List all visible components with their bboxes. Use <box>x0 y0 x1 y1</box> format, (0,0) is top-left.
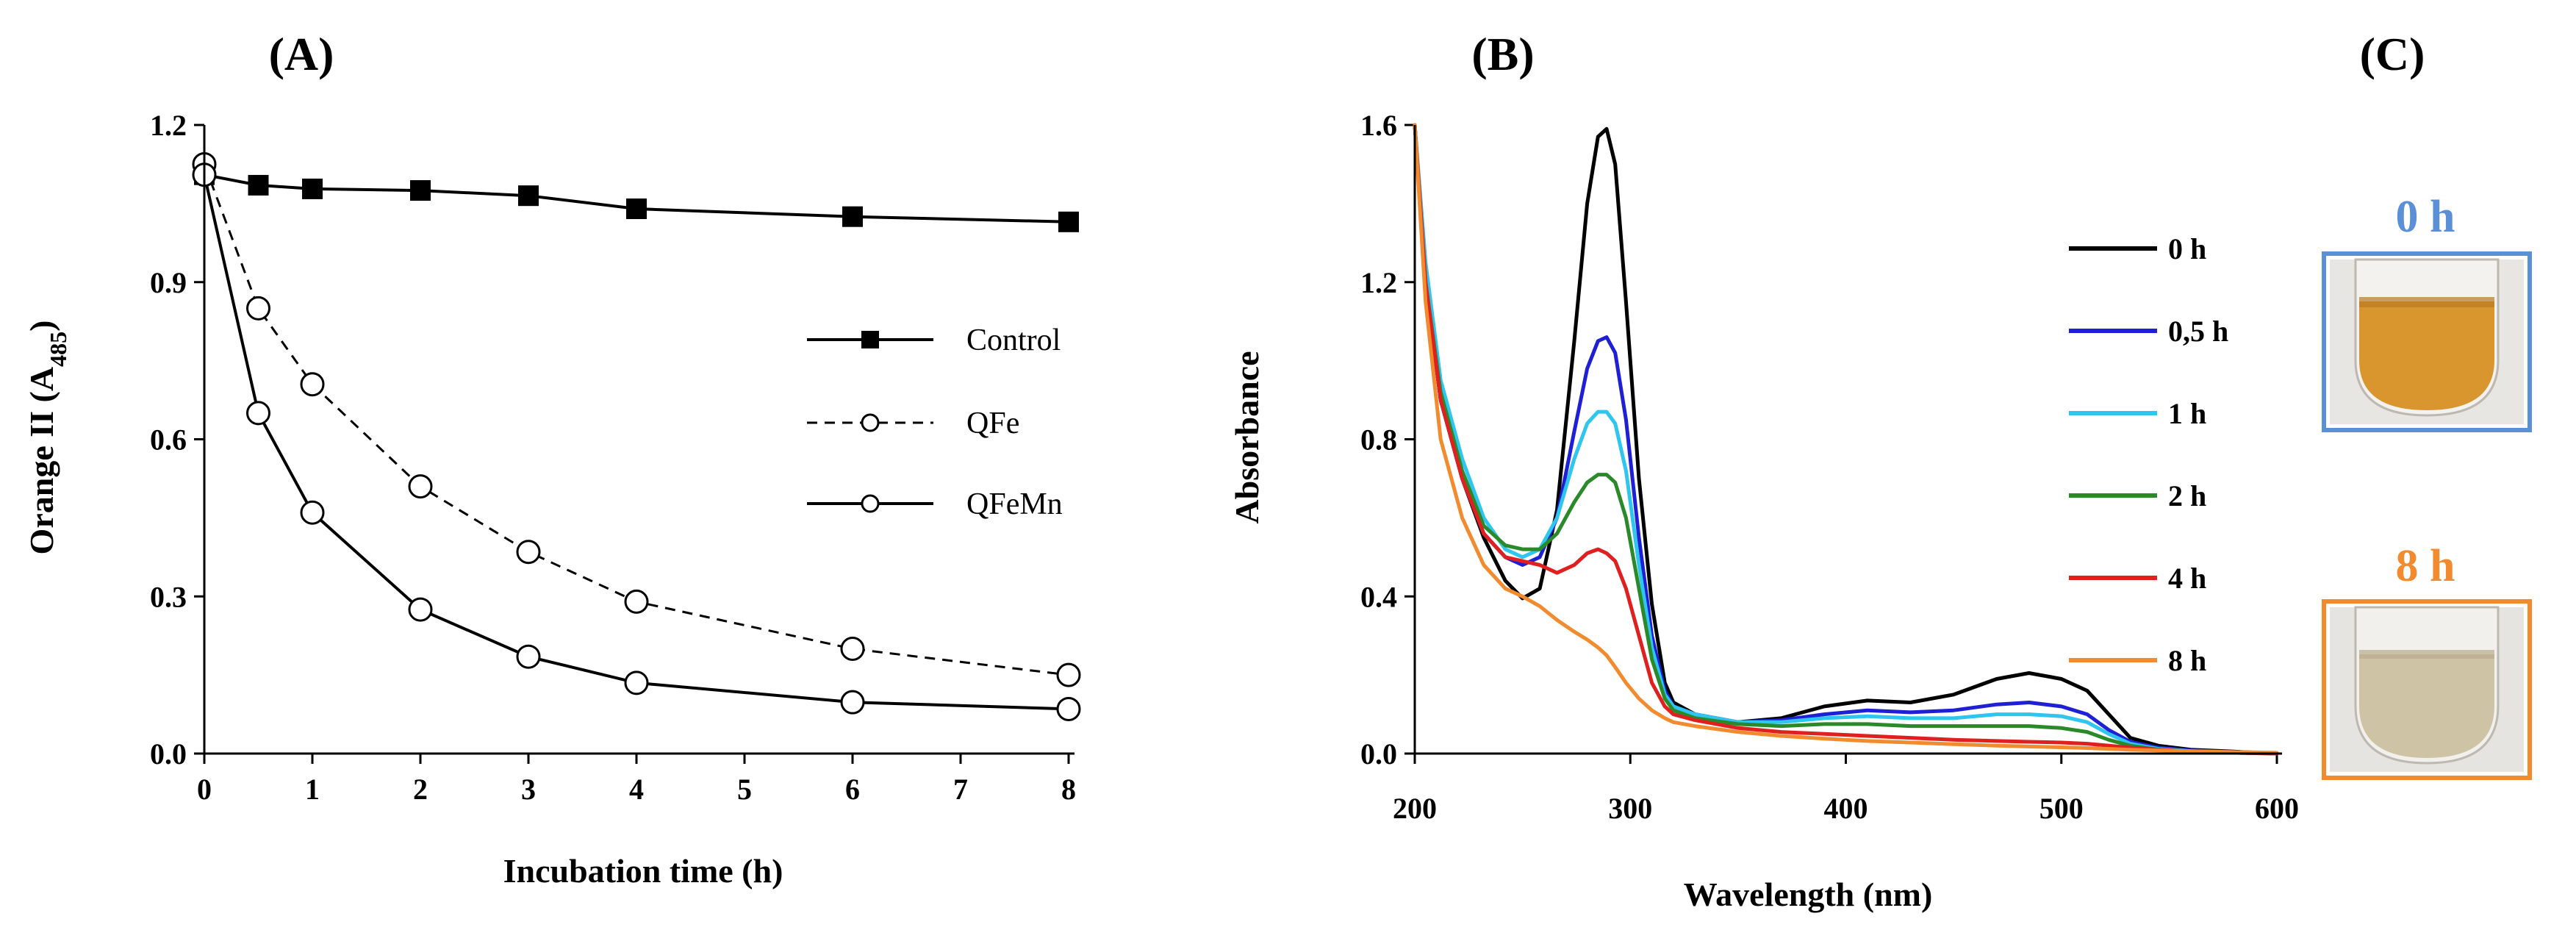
legend-label: 4 h <box>2168 562 2206 595</box>
series-qfemn-point <box>624 670 649 695</box>
panel-b-y-tick-label: 1.6 <box>1360 109 1397 142</box>
series-qfemn-point <box>516 644 541 669</box>
series-qfe-line <box>203 163 1069 676</box>
series-qfemn-point <box>246 401 270 426</box>
legend-label: 8 h <box>2168 644 2206 677</box>
photo-0h-liquid <box>2359 301 2494 410</box>
panel-c-photos: (C) 0 h 8 h <box>2322 28 2532 780</box>
panel-b-x-tick-label: 200 <box>1393 792 1437 825</box>
panel-a-y-title-main: Orange II (A <box>23 367 60 555</box>
panel-a-y-tick-label: 1.2 <box>150 109 187 142</box>
legend-control-marker <box>861 331 879 348</box>
series-qfe-point <box>408 474 433 499</box>
series-control-point <box>410 180 431 201</box>
series-qfemn-line <box>203 174 1069 711</box>
series-control-point <box>1058 211 1079 232</box>
panel-b-x-axis-title: Wavelength (nm) <box>1684 876 1933 913</box>
panel-b-y-tick-label: 0.0 <box>1360 737 1397 770</box>
legend-label: 0 h <box>2168 232 2206 265</box>
panel-a-x-tick-label: 7 <box>953 773 968 806</box>
panel-a-x-tick-label: 6 <box>845 773 860 806</box>
panel-a-y-axis-title: Orange II (A485) <box>23 321 71 555</box>
panel-c-label: (C) <box>2360 28 2425 80</box>
series-qfe-point <box>1056 662 1081 687</box>
panel-b-y-axis-title: Absorbance <box>1228 351 1266 523</box>
panel-b-x-tick-label: 400 <box>1824 792 1868 825</box>
series-2-h-spectrum <box>1413 123 2279 756</box>
panel-a-y-tick-label: 0.9 <box>150 266 187 299</box>
panel-b-x-tick-label: 500 <box>2039 792 2084 825</box>
panel-b-x-tick-label: 300 <box>1608 792 1652 825</box>
panel-b-y-tick-label: 0.4 <box>1360 580 1397 613</box>
legend-qfemn-marker <box>861 494 880 513</box>
panel-a-ticks: 0.0 0.3 0.6 0.9 1.2 0 1 2 3 4 5 6 7 8 <box>150 109 1076 806</box>
series-qfe-point <box>300 372 325 397</box>
panel-a-x-axis-title: Incubation time (h) <box>503 852 783 890</box>
photo-0h-meniscus <box>2359 297 2494 307</box>
series-control-point <box>248 174 269 196</box>
panel-a-x-tick-label: 2 <box>413 773 428 806</box>
series-qfemn-point <box>300 500 325 525</box>
series-qfe-point <box>840 637 865 661</box>
panel-b-x-tick-label: 600 <box>2255 792 2299 825</box>
panel-a-y-tick-label: 0.0 <box>150 737 187 770</box>
panel-b-y-tick-label: 0.8 <box>1360 423 1397 457</box>
legend-qfemn-label: QFeMn <box>966 487 1063 521</box>
series-control-point <box>842 206 863 227</box>
panel-a-legend: Control QFe QFeMn <box>807 323 1063 521</box>
series-8-h-spectrum <box>1413 123 2279 755</box>
panel-b-legend: 0 h 0,5 h 1 h 2 h 4 h 8 h <box>2069 232 2228 677</box>
series-4-h-spectrum <box>1413 123 2279 756</box>
panel-a-y-title-sub: 485 <box>45 332 71 367</box>
series-control-point <box>626 198 647 219</box>
photo-8h-caption: 8 h <box>2396 541 2455 591</box>
panel-b-y-tick-label: 1.2 <box>1360 266 1397 299</box>
photo-8h-meniscus <box>2359 650 2494 659</box>
series-qfemn-point <box>840 690 865 715</box>
panel-a-x-tick-label: 1 <box>305 773 320 806</box>
panel-a-x-tick-label: 5 <box>737 773 752 806</box>
panel-a-x-tick-label: 3 <box>521 773 536 806</box>
panel-a-y-tick-label: 0.3 <box>150 580 187 613</box>
series-qfe-point <box>516 540 541 565</box>
panel-a-y-title-close: ) <box>23 321 60 332</box>
legend-qfe-label: QFe <box>966 407 1019 440</box>
series-control-point <box>302 178 323 199</box>
panel-b-series <box>1413 123 2279 756</box>
panel-a-series <box>192 151 1081 721</box>
panel-a-x-tick-label: 8 <box>1061 773 1076 806</box>
legend-control-label: Control <box>966 323 1061 357</box>
legend-label: 0,5 h <box>2168 315 2228 348</box>
series-1-h-spectrum <box>1413 123 2279 756</box>
series-qfemn-point <box>1056 696 1081 721</box>
series-control-point <box>518 185 539 207</box>
panel-b-ticks: 0.0 0.4 0.8 1.2 1.6 200 300 400 500 600 <box>1360 109 2299 825</box>
legend-label: 1 h <box>2168 397 2206 430</box>
series-qfemn-point <box>408 597 433 622</box>
panel-a-label: (A) <box>269 28 334 80</box>
panel-b-label: (B) <box>1471 28 1534 80</box>
series-qfe-point <box>246 296 270 321</box>
photo-0h-caption: 0 h <box>2396 192 2455 242</box>
photo-8h-liquid <box>2359 654 2494 758</box>
panel-b-chart: (B) Absorbance Wavelength (nm) 0.0 0.4 0.8… <box>1228 28 2299 913</box>
legend-label: 2 h <box>2168 479 2206 512</box>
legend-qfe-marker <box>861 413 880 432</box>
panel-a-x-tick-label: 4 <box>629 773 644 806</box>
panel-a-y-tick-label: 0.6 <box>150 423 187 457</box>
panel-a-x-tick-label: 0 <box>197 773 212 806</box>
panel-a-chart: (A) Orange II (A485) Incubation time (h)… <box>23 28 1081 890</box>
series-qfe-point <box>624 589 649 614</box>
